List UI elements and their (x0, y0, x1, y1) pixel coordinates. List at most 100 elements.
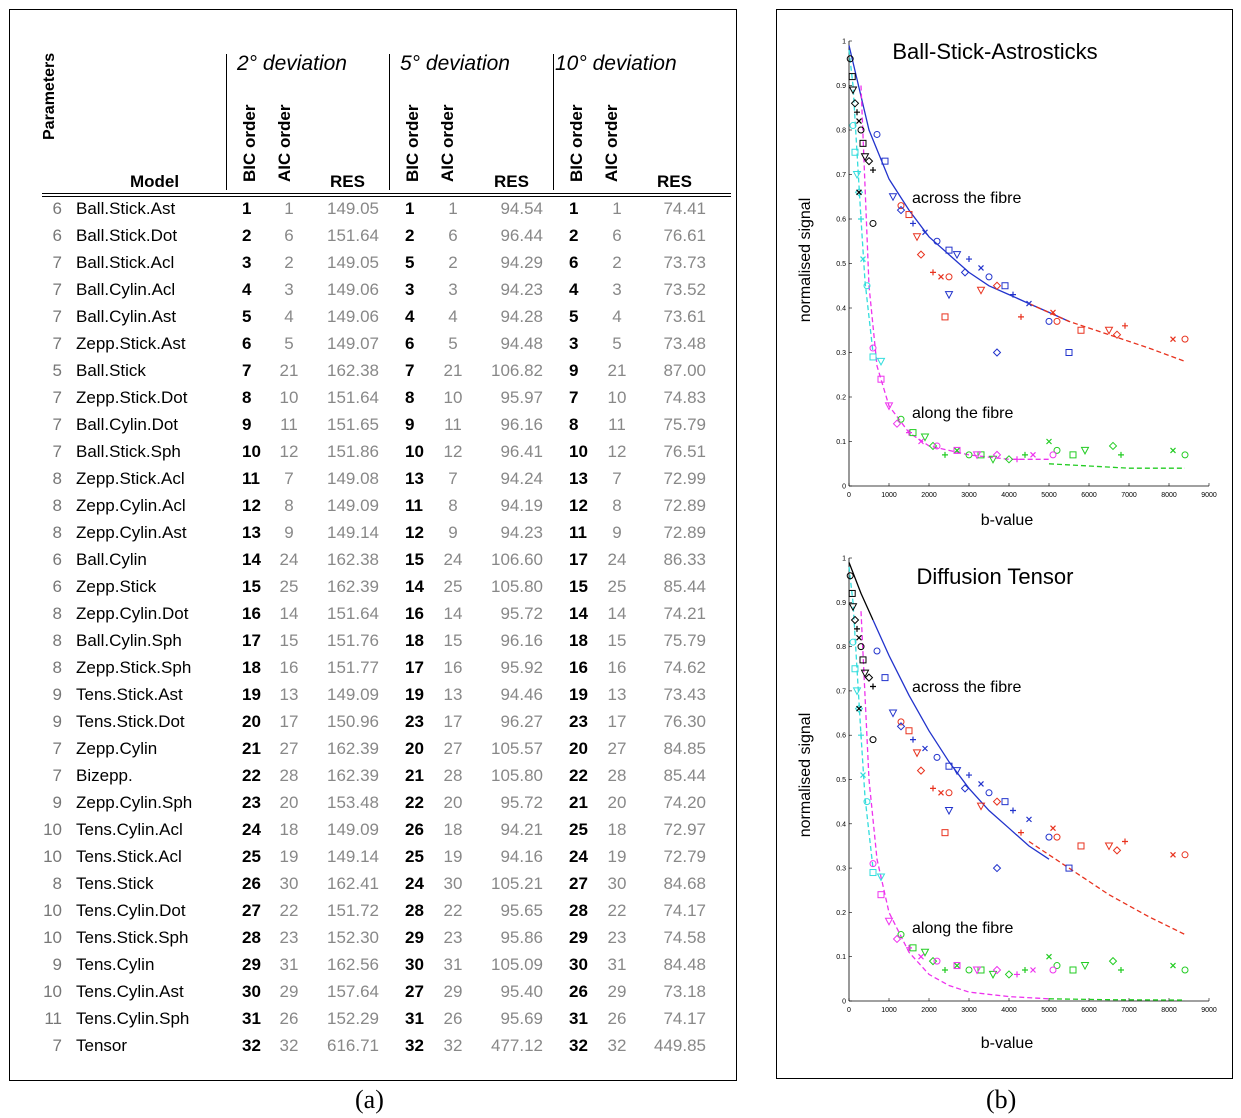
fit-curve-black (848, 562, 874, 621)
table-row: 8 Ball.Cylin.Sph 17 15 151.76 18 15 96.16 18 15 75… (10, 629, 738, 656)
model-name-cell: Zepp.Cylin.Sph (76, 793, 193, 812)
res-cell: 162.39 (327, 766, 379, 785)
annotation-along-fibre: along the fibre (912, 920, 1014, 937)
table-row: 8 Zepp.Stick.Sph 18 16 151.77 17 16 95.92 16 16 74… (10, 656, 738, 683)
data-point-cyan (858, 216, 864, 222)
data-point-blue (881, 674, 889, 682)
bic-order-cell: 18 (242, 658, 261, 677)
table-row: 7 Ball.Stick.Acl 3 2 149.05 5 2 94.29 6 2 73.73 (10, 251, 738, 278)
data-point-green (965, 451, 973, 459)
data-point-red (1050, 825, 1056, 832)
data-point-red (930, 785, 936, 792)
aic-order-cell: 15 (443, 631, 463, 650)
data-point-green (928, 441, 938, 451)
data-point-magenta (1014, 456, 1020, 463)
aic-order-cell: 8 (612, 496, 622, 515)
header-res: RES (657, 172, 692, 191)
aic-order-cell: 12 (279, 442, 299, 461)
table-row: 7 Zepp.Cylin 21 27 162.39 20 27 105.57 20 27 84.85 (10, 737, 738, 764)
fit-curve-red (1028, 840, 1186, 936)
parameters-cell: 8 (52, 523, 62, 542)
data-point-red (897, 718, 905, 726)
y-tick-label: 0.7 (836, 688, 846, 695)
res-cell: 85.44 (663, 766, 706, 785)
table-row: 11 Tens.Cylin.Sph 31 26 152.29 31 26 95.69 31 26 7… (10, 1007, 738, 1034)
bic-order-cell: 29 (405, 928, 424, 947)
bic-order-cell: 7 (569, 388, 579, 407)
bic-order-cell: 31 (569, 1009, 588, 1028)
bic-order-cell: 31 (405, 1009, 424, 1028)
bic-order-cell: 16 (569, 658, 588, 677)
x-tick-label: 8000 (1161, 1007, 1177, 1014)
model-name-cell: Ball.Stick.Sph (76, 442, 181, 461)
data-point-black (859, 656, 867, 664)
res-cell: 86.33 (663, 550, 706, 569)
data-point-red (945, 273, 953, 281)
aic-order-cell: 25 (443, 577, 463, 596)
data-point-red (976, 802, 986, 811)
data-point-blue (945, 246, 953, 254)
aic-order-cell: 4 (448, 307, 458, 326)
res-cell: 149.07 (327, 334, 379, 353)
table-body: 6 Ball.Stick.Ast 1 1 149.05 1 1 94.54 1 1 74.41 6 Ba… (10, 197, 738, 1061)
parameters-cell: 6 (52, 226, 62, 245)
data-point-cyan (876, 357, 886, 366)
bic-order-cell: 25 (405, 847, 424, 866)
parameters-cell: 9 (52, 955, 62, 974)
res-cell: 96.44 (500, 226, 543, 245)
parameters-cell: 7 (52, 1036, 62, 1055)
data-point-cyan (851, 665, 859, 673)
aic-order-cell: 9 (284, 523, 294, 542)
bic-order-cell: 16 (242, 604, 261, 623)
aic-order-cell: 1 (284, 199, 294, 218)
y-tick-label: 0.7 (836, 172, 846, 179)
x-tick-label: 1000 (881, 492, 897, 499)
bic-order-cell: 8 (405, 388, 415, 407)
aic-order-cell: 31 (607, 955, 627, 974)
table-row: 10 Tens.Cylin.Ast 30 29 157.64 27 29 95.40 26 29 7… (10, 980, 738, 1007)
bic-order-cell: 15 (242, 577, 261, 596)
res-cell: 151.72 (327, 901, 379, 920)
model-name-cell: Tens.Cylin.Sph (76, 1009, 190, 1028)
y-tick-label: 0.9 (836, 600, 846, 607)
bic-order-cell: 17 (569, 550, 588, 569)
res-cell: 72.97 (663, 820, 706, 839)
parameters-cell: 9 (52, 793, 62, 812)
res-cell: 94.19 (500, 496, 543, 515)
x-tick-label: 4000 (1001, 1007, 1017, 1014)
bic-order-cell: 13 (569, 469, 588, 488)
data-point-magenta (1030, 451, 1036, 458)
data-point-cyan (869, 353, 877, 361)
data-point-blue (985, 273, 993, 281)
res-cell: 76.51 (663, 442, 706, 461)
table-row: 7 Ball.Stick.Sph 10 12 151.86 10 12 96.41 10 12 76… (10, 440, 738, 467)
data-point-blue (960, 268, 970, 277)
data-point-green (954, 447, 960, 454)
aic-order-cell: 20 (279, 793, 299, 812)
data-point-green (942, 451, 948, 458)
model-name-cell: Zepp.Cylin.Ast (76, 523, 187, 542)
bic-order-cell: 14 (405, 577, 424, 596)
y-axis-label: normalised signal (797, 198, 814, 323)
aic-order-cell: 16 (279, 658, 299, 677)
res-cell: 74.58 (663, 928, 706, 947)
data-point-cyan (851, 148, 859, 156)
bic-order-cell: 10 (242, 442, 261, 461)
data-point-magenta (884, 402, 894, 411)
parameters-cell: 8 (52, 874, 62, 893)
fit-curve-green (1048, 463, 1185, 469)
aic-order-cell: 2 (612, 253, 622, 272)
data-point-blue (945, 762, 953, 770)
header-aic: AIC order (438, 104, 457, 182)
bic-order-cell: 12 (242, 496, 261, 515)
bic-order-cell: 3 (405, 280, 415, 299)
res-cell: 95.97 (500, 388, 543, 407)
aic-order-cell: 6 (448, 226, 458, 245)
res-cell: 96.16 (500, 415, 543, 434)
data-point-green (1108, 956, 1118, 966)
res-cell: 94.24 (500, 469, 543, 488)
aic-order-cell: 29 (607, 982, 627, 1001)
data-point-magenta (1030, 967, 1036, 973)
data-point-magenta (906, 944, 912, 951)
model-name-cell: Tens.Cylin (76, 955, 155, 974)
